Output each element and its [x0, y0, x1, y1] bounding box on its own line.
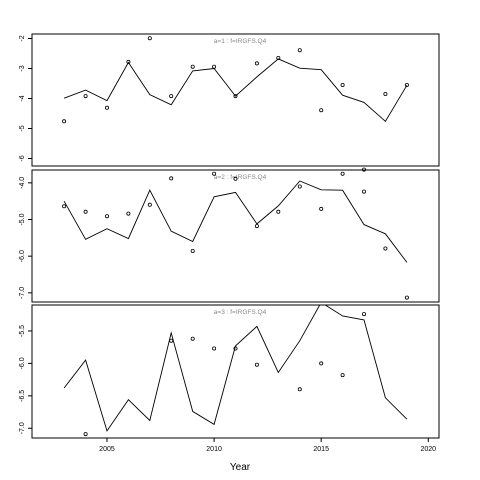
observed-point	[404, 83, 409, 88]
observed-point	[233, 94, 238, 99]
observed-point	[212, 64, 217, 69]
observed-point	[254, 362, 259, 367]
observed-point	[319, 361, 324, 366]
panel-title: a=1 : f=IRGFS.Q4	[214, 38, 267, 45]
y-tick-label: -5.5	[19, 325, 26, 337]
x-tick-label: 2015	[313, 446, 329, 453]
observed-point	[319, 108, 324, 113]
y-tick-label: -6.0	[19, 250, 26, 262]
x-tick-label: 2010	[206, 446, 222, 453]
y-tick-label: -2	[19, 35, 26, 41]
observed-point	[190, 64, 195, 69]
observed-point	[233, 176, 238, 181]
observed-point	[190, 336, 195, 341]
observed-point	[254, 224, 259, 229]
x-axis-label: Year	[230, 462, 251, 473]
panel-a2: -4.0 -5.0 -6.0 -7.0 a=2 : f=IRGFS.Q4	[19, 169, 440, 303]
x-tick-label: 2005	[99, 446, 115, 453]
observed-point	[383, 92, 388, 97]
observed-point	[340, 373, 345, 378]
y-tick-label: -4	[19, 95, 26, 101]
y-tick-label: -7.0	[19, 287, 26, 299]
x-axis: 2005 2010 2015 2020	[99, 438, 436, 453]
observed-point	[147, 36, 152, 41]
observed-point	[319, 206, 324, 211]
observed-point	[383, 246, 388, 251]
y-tick-label: -6.0	[19, 357, 26, 369]
observed-point	[276, 56, 281, 61]
observed-point	[340, 171, 345, 176]
panel-frame	[31, 169, 440, 303]
observed-point	[62, 204, 67, 209]
observed-point	[233, 346, 238, 351]
panel-a3: -5.5 -6.0 -6.5 -7.0 a=3 : f=IRGFS.Q4	[19, 304, 440, 439]
observed-point	[361, 189, 366, 194]
y-tick-label: -6.5	[19, 390, 26, 402]
observed-point	[169, 176, 174, 181]
x-tick-label: 2020	[421, 446, 437, 453]
observed-point	[83, 209, 88, 214]
observed-point	[297, 387, 302, 392]
observed-point	[126, 211, 131, 216]
observed-point	[297, 184, 302, 189]
observed-point	[169, 94, 174, 99]
observed-point	[62, 119, 67, 124]
observed-point	[105, 214, 110, 219]
y-tick-label: -3	[19, 65, 26, 71]
observed-point	[340, 83, 345, 88]
panel-title: a=3 : f=IRGFS.Q4	[214, 309, 267, 316]
observed-point	[404, 295, 409, 300]
fitted-series-line	[63, 180, 408, 263]
observed-point	[169, 338, 174, 343]
observed-point	[83, 432, 88, 437]
panel-frame	[31, 304, 440, 439]
y-tick-label: -5	[19, 125, 26, 131]
observed-point	[126, 59, 131, 64]
observed-point	[212, 171, 217, 176]
observed-point	[190, 248, 195, 253]
y-tick-label: -7.0	[19, 422, 26, 434]
y-tick-label: -4.0	[19, 177, 26, 189]
observed-point	[297, 48, 302, 53]
y-tick-label: -5.0	[19, 213, 26, 225]
observed-point	[147, 202, 152, 207]
observed-point	[254, 61, 259, 66]
panel-title: a=2 : f=IRGFS.Q4	[214, 174, 267, 181]
observed-point	[361, 312, 366, 317]
observed-point	[212, 346, 217, 351]
fitted-series-line	[63, 305, 408, 432]
observed-point	[276, 209, 281, 214]
panel-frame	[31, 33, 440, 167]
observed-point	[83, 94, 88, 99]
panel-a1: -2 -3 -4 -5 -6 a=1 : f=IRGFS.Q4	[19, 33, 440, 172]
observed-point	[105, 105, 110, 110]
y-tick-label: -6	[19, 155, 26, 161]
fitted-series-line	[63, 58, 408, 122]
